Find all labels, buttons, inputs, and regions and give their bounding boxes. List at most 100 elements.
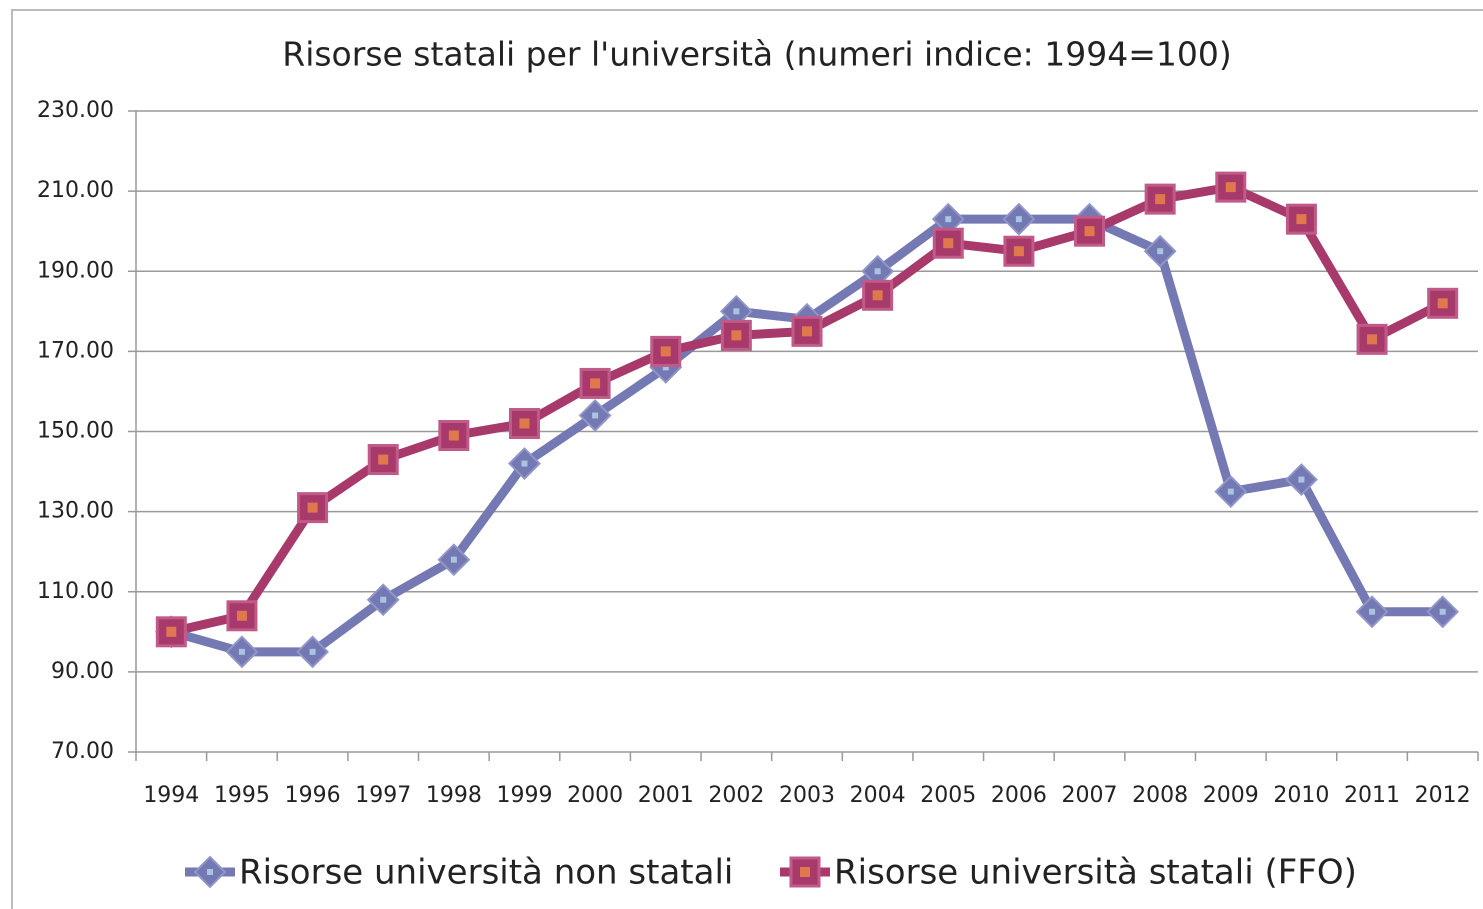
marker-center (448, 430, 459, 441)
point-marker (1003, 235, 1035, 267)
marker-center (1298, 476, 1305, 483)
point-marker (508, 447, 541, 480)
point-marker (437, 543, 471, 577)
x-tick-label: 2004 (850, 783, 906, 808)
x-tick-label: 2007 (1062, 783, 1118, 808)
marker-center (1296, 214, 1307, 225)
point-marker (1427, 287, 1459, 319)
marker-center (943, 238, 954, 249)
point-marker (791, 315, 823, 347)
marker-center (1013, 246, 1024, 257)
point-marker (579, 367, 611, 399)
marker-center (592, 412, 599, 419)
x-tick-label: 2010 (1273, 783, 1329, 808)
marker-center (1227, 488, 1234, 495)
marker-center (1225, 182, 1236, 193)
marker-center (207, 869, 213, 875)
point-marker (1143, 234, 1177, 268)
marker-center (378, 454, 389, 465)
point-marker (1144, 183, 1176, 215)
marker-center (874, 268, 881, 275)
marker-center (802, 326, 812, 337)
legend-label: Risorse università statali (FFO) (834, 853, 1357, 893)
y-tick-label: 110.00 (37, 579, 114, 604)
y-tick-label: 190.00 (37, 258, 114, 283)
x-tick-label: 1995 (214, 783, 270, 808)
point-marker (297, 492, 329, 524)
marker-center (238, 648, 245, 655)
marker-center (1437, 298, 1448, 309)
point-marker (1214, 475, 1248, 509)
x-tick-label: 1997 (355, 783, 411, 808)
x-tick-label: 1996 (285, 783, 341, 808)
marker-center (1369, 608, 1376, 615)
marker-center (380, 596, 387, 603)
marker-center (450, 556, 457, 563)
point-marker (720, 319, 752, 351)
chart-frame (11, 9, 1483, 909)
point-marker (1002, 202, 1036, 236)
point-marker (1285, 203, 1317, 235)
chart-title: Risorse statali per l'università (numeri… (282, 35, 1231, 74)
point-marker (366, 583, 400, 617)
marker-center (166, 626, 177, 637)
marker-center (307, 502, 318, 513)
point-marker (1426, 595, 1460, 629)
point-marker (367, 444, 399, 476)
legend-marker (789, 856, 821, 888)
x-tick-label: 2005 (920, 783, 976, 808)
marker-center (309, 648, 316, 655)
y-tick-label: 130.00 (37, 499, 114, 524)
point-marker (1355, 595, 1389, 629)
marker-center (872, 290, 883, 301)
x-tick-label: 1998 (426, 783, 482, 808)
point-marker (226, 600, 258, 632)
x-tick-label: 2001 (638, 783, 694, 808)
y-tick-label: 70.00 (51, 739, 114, 764)
marker-center (1015, 216, 1022, 223)
marker-center (660, 346, 671, 357)
x-tick-label: 2006 (991, 783, 1047, 808)
x-tick-label: 2011 (1344, 783, 1400, 808)
point-marker (650, 335, 682, 367)
x-tick-label: 2012 (1415, 783, 1471, 808)
marker-center (731, 330, 742, 341)
y-tick-label: 210.00 (37, 178, 114, 203)
x-tick-label: 2008 (1132, 783, 1188, 808)
point-marker (932, 227, 964, 259)
point-marker (225, 635, 259, 669)
marker-center (236, 610, 247, 621)
point-marker (296, 635, 329, 669)
marker-center (590, 378, 601, 389)
marker-center (662, 364, 669, 371)
x-tick-label: 2002 (708, 783, 764, 808)
point-marker (862, 279, 894, 311)
x-tick-label: 1999 (496, 783, 552, 808)
marker-center (800, 867, 810, 877)
legend-label: Risorse università non statali (239, 853, 733, 893)
point-marker (155, 616, 187, 648)
legend-marker (193, 855, 227, 889)
point-marker (1215, 171, 1247, 203)
y-tick-label: 170.00 (37, 338, 114, 363)
marker-center (1155, 194, 1166, 205)
x-tick-label: 2000 (567, 783, 623, 808)
marker-center (733, 308, 740, 315)
point-marker (1285, 463, 1318, 496)
marker-center (1157, 248, 1164, 255)
y-tick-label: 150.00 (37, 419, 114, 444)
point-marker (1356, 323, 1388, 355)
point-marker (508, 407, 540, 439)
marker-center (521, 460, 528, 467)
marker-center (519, 418, 530, 429)
marker-center (1084, 226, 1095, 237)
point-marker (1074, 215, 1106, 247)
point-marker (578, 399, 612, 432)
marker-shape (932, 227, 964, 259)
y-tick-label: 230.00 (37, 98, 114, 123)
y-tick-label: 90.00 (51, 659, 114, 684)
x-tick-label: 1994 (143, 783, 199, 808)
marker-center (1367, 334, 1378, 345)
x-tick-label: 2009 (1203, 783, 1259, 808)
